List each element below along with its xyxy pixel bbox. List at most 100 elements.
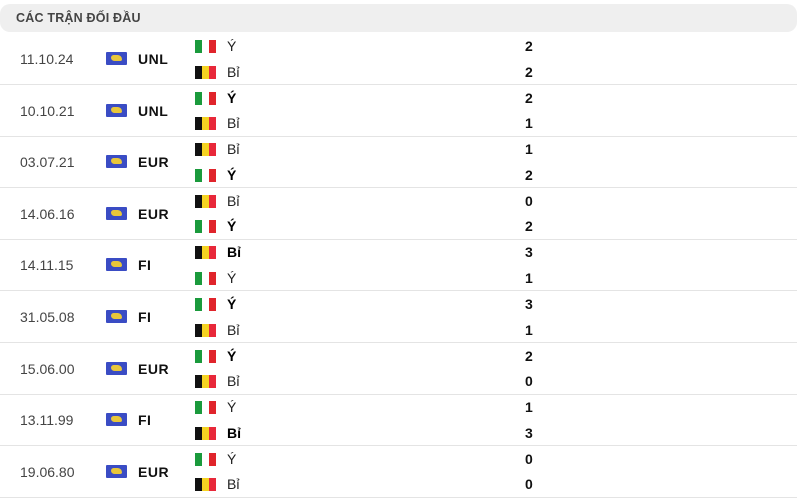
team-line: Ý 2	[195, 346, 535, 366]
italy-flag-icon	[195, 40, 216, 53]
team-name: Ý	[227, 38, 237, 54]
team-score: 2	[525, 63, 533, 80]
team-score: 2	[525, 38, 533, 54]
team-line: Bỉ 0	[195, 191, 535, 211]
belgium-flag-icon	[195, 426, 216, 440]
team-name: Bỉ	[227, 476, 240, 493]
section-title: CÁC TRẬN ĐỐI ĐẦU	[16, 11, 141, 25]
match-date: 19.06.80	[20, 463, 75, 480]
team-line: Bỉ 1	[195, 139, 535, 159]
match-row[interactable]: 03.07.21 EUR Bỉ 1 Ý 2	[0, 136, 797, 189]
team-name: Bỉ	[227, 321, 240, 338]
match-row[interactable]: 31.05.08 FI Ý 3 Bỉ 1	[0, 291, 797, 343]
team-score: 2	[525, 347, 533, 364]
team-score: 1	[525, 115, 533, 132]
competition-icon	[106, 310, 127, 323]
belgium-flag-icon	[195, 117, 216, 131]
team-line: Bỉ 0	[195, 371, 535, 391]
team-score: 2	[525, 218, 533, 235]
italy-flag-icon	[195, 91, 216, 105]
team-name: Bỉ	[227, 244, 241, 261]
team-score: 0	[525, 476, 533, 493]
match-row[interactable]: 19.06.80 EUR Ý 0 Bỉ 0	[0, 446, 797, 498]
team-score: 0	[525, 450, 533, 467]
team-name: Ý	[227, 296, 237, 312]
team-line: Ý 1	[195, 397, 535, 417]
team-name: Bỉ	[227, 192, 240, 209]
competition-icon	[106, 464, 127, 478]
team-name: Ý	[227, 218, 237, 235]
competition-icon	[106, 413, 127, 427]
team-name: Bỉ	[227, 373, 240, 390]
match-date: 13.11.99	[20, 412, 74, 429]
team-score: 1	[525, 141, 533, 158]
team-name: Bỉ	[227, 63, 240, 80]
belgium-flag-icon	[195, 323, 216, 337]
team-line: Bỉ 3	[195, 423, 535, 443]
competition-name: EUR	[138, 205, 170, 222]
italy-flag-icon	[195, 452, 216, 466]
italy-flag-icon	[195, 271, 216, 285]
team-line: Ý 2	[195, 88, 535, 108]
team-name: Bỉ	[227, 141, 240, 158]
competition-name: UNL	[138, 102, 169, 119]
match-row[interactable]: 10.10.21 UNL Ý 2 Bỉ 1	[0, 85, 797, 137]
team-line: Bỉ 3	[195, 242, 535, 262]
competition-name: FI	[138, 412, 152, 429]
match-date: 03.07.21	[20, 154, 75, 171]
competition-icon	[106, 258, 127, 272]
team-score: 3	[525, 296, 533, 312]
competition-name: UNL	[138, 51, 169, 67]
team-score: 1	[525, 269, 533, 286]
competition-name: EUR	[138, 360, 170, 377]
match-row[interactable]: 13.11.99 FI Ý 1 Bỉ 3	[0, 394, 797, 447]
match-row[interactable]: 14.11.15 FI Bỉ 3 Ý 1	[0, 239, 797, 292]
competition-icon	[106, 361, 127, 375]
match-date: 10.10.21	[20, 102, 75, 119]
team-name: Ý	[227, 89, 237, 106]
team-name: Ý	[227, 347, 237, 364]
italy-flag-icon	[195, 298, 216, 311]
team-score: 2	[525, 89, 533, 106]
competition-icon	[106, 52, 127, 65]
belgium-flag-icon	[195, 65, 216, 79]
team-line: Bỉ 1	[195, 320, 535, 340]
team-line: Ý 1	[195, 268, 535, 288]
team-line: Ý 0	[195, 449, 535, 469]
italy-flag-icon	[195, 220, 216, 234]
belgium-flag-icon	[195, 246, 216, 260]
team-name: Ý	[227, 166, 237, 183]
competition-name: EUR	[138, 463, 170, 480]
team-name: Bỉ	[227, 424, 241, 441]
team-score: 1	[525, 321, 533, 338]
competition-name: EUR	[138, 154, 170, 171]
team-score: 0	[525, 192, 533, 209]
match-date: 15.06.00	[20, 360, 75, 377]
match-date: 11.10.24	[20, 51, 74, 67]
team-line: Ý 2	[195, 216, 535, 236]
team-score: 1	[525, 399, 533, 416]
match-date: 14.06.16	[20, 205, 75, 222]
competition-icon	[106, 206, 127, 220]
match-row[interactable]: 15.06.00 EUR Ý 2 Bỉ 0	[0, 343, 797, 395]
team-score: 0	[525, 373, 533, 390]
team-score: 2	[525, 166, 533, 183]
team-name: Ý	[227, 450, 237, 467]
competition-icon	[106, 103, 127, 117]
team-line: Bỉ 2	[195, 62, 535, 82]
belgium-flag-icon	[195, 143, 216, 157]
belgium-flag-icon	[195, 194, 216, 208]
team-line: Bỉ 1	[195, 113, 535, 133]
match-row[interactable]: 14.06.16 EUR Bỉ 0 Ý 2	[0, 188, 797, 240]
competition-icon	[106, 155, 127, 169]
section-header: CÁC TRẬN ĐỐI ĐẦU	[0, 4, 797, 32]
team-line: Ý 3	[195, 294, 535, 314]
team-line: Ý 2	[195, 36, 535, 56]
team-line: Ý 2	[195, 165, 535, 185]
match-date: 14.11.15	[20, 257, 74, 274]
match-date: 31.05.08	[20, 309, 75, 325]
team-name: Ý	[227, 399, 237, 416]
competition-name: FI	[138, 257, 152, 274]
match-row[interactable]: 11.10.24 UNL Ý 2 Bỉ 2	[0, 33, 797, 85]
italy-flag-icon	[195, 349, 216, 363]
